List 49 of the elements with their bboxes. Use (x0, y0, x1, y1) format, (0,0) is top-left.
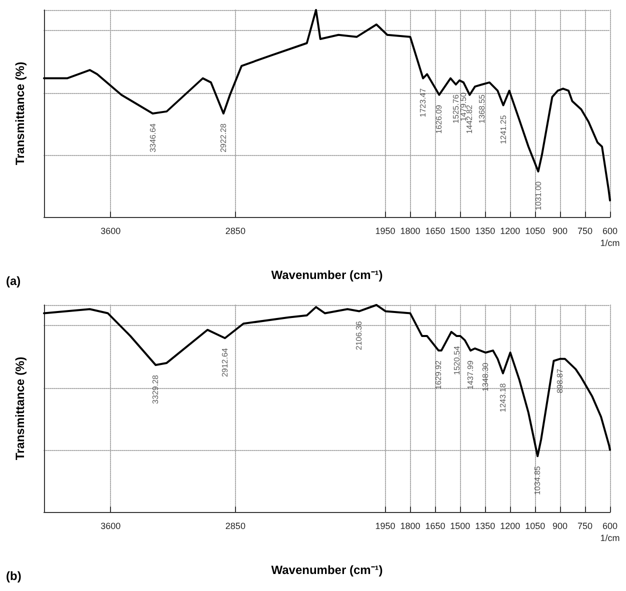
x-axis-title: Wavenumber (cm⁻¹) (271, 268, 383, 282)
x-tick-label: 1650 (425, 226, 446, 236)
annotation: 1723.47 (418, 88, 428, 118)
annotation: 1241.25 (498, 114, 508, 144)
annotation: 898.87 (556, 368, 565, 394)
x-axis-title: Wavenumber (cm⁻¹) (271, 563, 383, 577)
x-tick-label: 1500 (450, 521, 470, 531)
annotation: 1629.92 (434, 360, 444, 390)
x-tick-label: 1800 (400, 226, 420, 236)
annotation: 1348.30 (480, 362, 490, 392)
annotation: 1437.99 (466, 360, 475, 390)
x-tick-label: 1950 (375, 521, 396, 531)
x-tick-label: 1800 (400, 521, 420, 531)
annotation: 2922.28 (218, 122, 228, 152)
annotation: 2106.36 (354, 320, 364, 350)
annotation: 1442.82 (465, 104, 474, 134)
x-tick-label: 1200 (500, 226, 520, 236)
annotation: 1525.76 (451, 94, 460, 124)
annotation: 1243.18 (498, 382, 508, 412)
x-tick-label: 750 (578, 521, 593, 531)
annotation: 1034.85 (533, 466, 542, 496)
x-tick-label: 3600 (100, 226, 121, 236)
x-tick-label: 1650 (425, 521, 446, 531)
annotation: 2912.64 (220, 348, 230, 378)
x-tick-label: 1350 (475, 226, 496, 236)
annotation: 3329.28 (151, 374, 160, 404)
x-tick-label: 3600 (100, 521, 121, 531)
x-tick-label: 600 1/cm (600, 521, 620, 543)
x-tick-label: 900 (552, 521, 568, 531)
annotation: 1626.09 (434, 104, 444, 134)
x-tick-label: 2850 (225, 521, 246, 531)
annotation: 1031.00 (534, 180, 543, 210)
x-tick-label: 1500 (450, 226, 470, 236)
y-axis-title: Transmittance (%) (13, 62, 27, 166)
annotation: 3346.64 (148, 122, 158, 152)
x-tick-label: 2850 (225, 226, 246, 236)
text: (b) (6, 569, 22, 583)
annotation: 1368.55 (478, 94, 487, 124)
y-axis-title: Transmittance (%) (13, 356, 27, 460)
x-tick-label: 750 (578, 226, 593, 236)
x-tick-label: 1950 (375, 226, 396, 236)
text: (a) (6, 274, 21, 288)
x-tick-label: 900 (552, 226, 568, 236)
x-tick-label: 1350 (475, 521, 496, 531)
annotation: 1520.54 (452, 346, 462, 375)
x-tick-label: 600 1/cm (600, 226, 620, 248)
x-tick-label: 1050 (525, 226, 546, 236)
x-tick-label: 1200 (500, 521, 520, 531)
x-tick-label: 1050 (525, 521, 546, 531)
